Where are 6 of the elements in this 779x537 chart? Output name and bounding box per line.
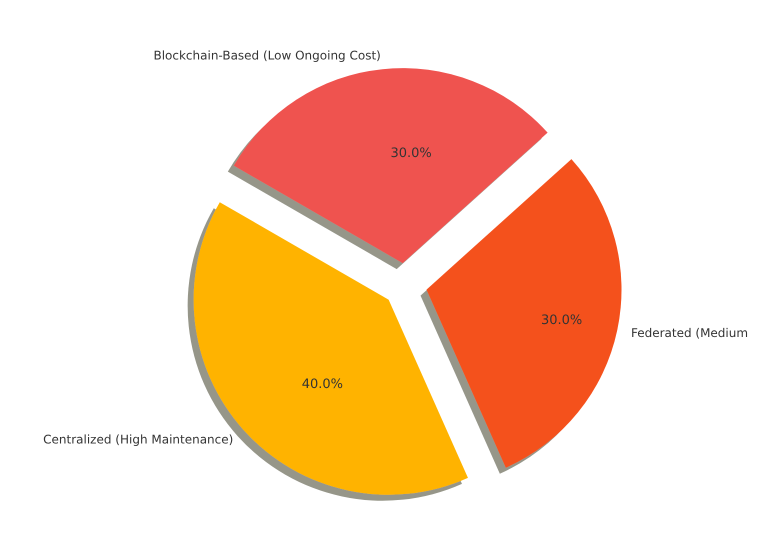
data-label: 30.0% [540, 312, 582, 328]
slice-label: Centralized (High Maintenance) [43, 432, 234, 447]
data-label: 30.0% [390, 146, 432, 161]
data-label: 40.0% [302, 377, 344, 392]
slice-label: Blockchain-Based (Low Ongoing Cost) [153, 48, 381, 62]
slice-label: Federated (Medium [630, 326, 748, 340]
